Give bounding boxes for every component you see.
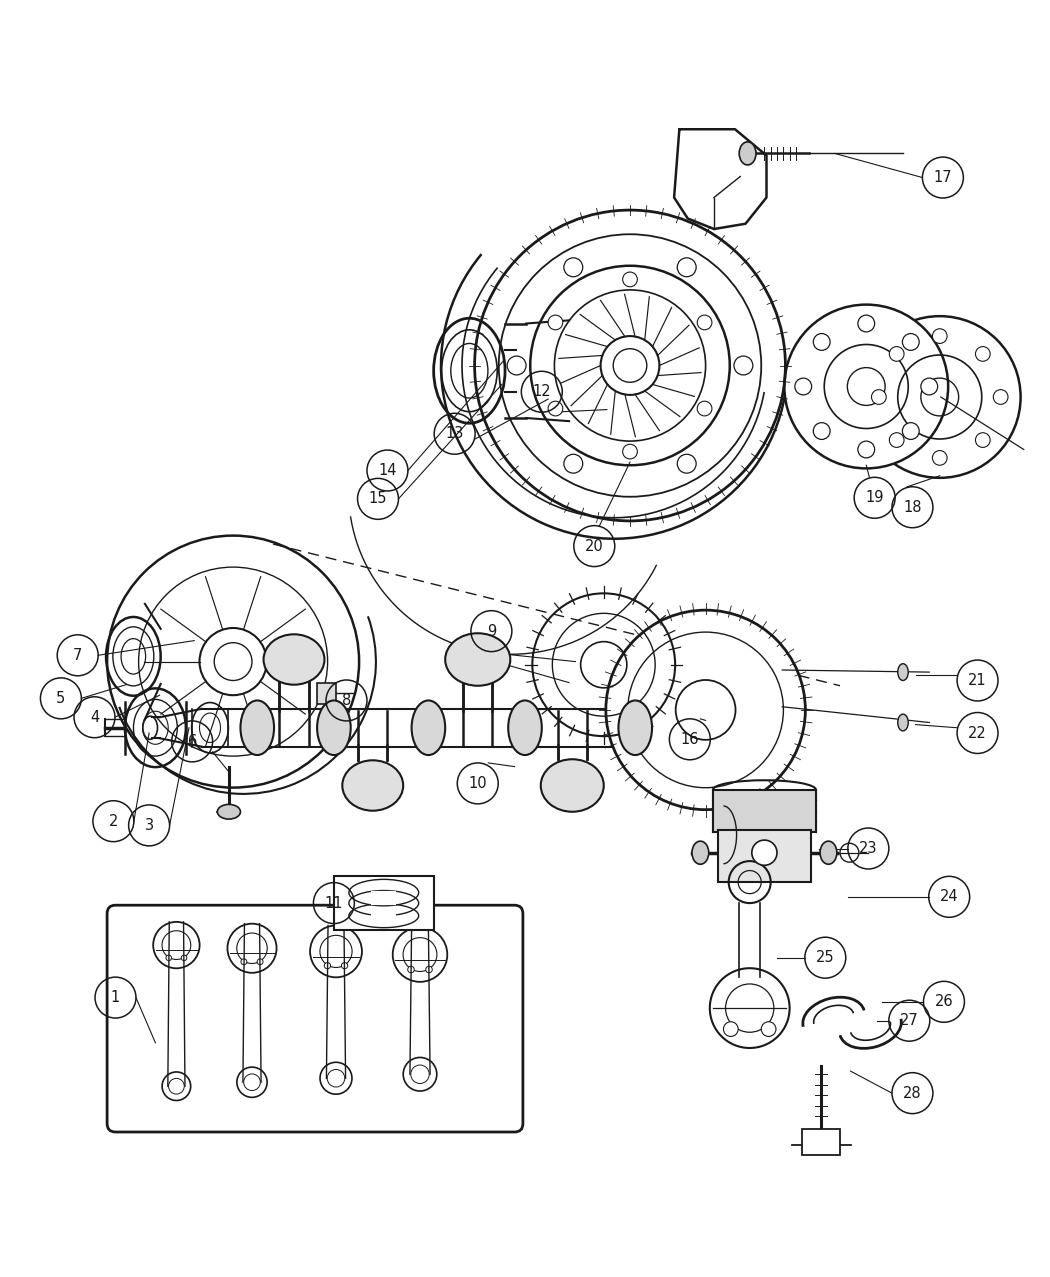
Text: 20: 20 (585, 539, 604, 554)
Circle shape (795, 378, 812, 395)
Text: 8: 8 (342, 693, 351, 707)
Text: 12: 12 (532, 384, 551, 400)
Ellipse shape (820, 842, 837, 865)
Text: 13: 13 (445, 427, 464, 442)
Text: 4: 4 (90, 710, 99, 725)
Ellipse shape (898, 714, 908, 730)
Circle shape (921, 378, 938, 395)
Circle shape (858, 441, 875, 458)
Ellipse shape (445, 633, 510, 686)
Circle shape (859, 317, 1021, 478)
Circle shape (761, 1022, 776, 1037)
Circle shape (677, 455, 696, 474)
Circle shape (548, 401, 563, 416)
Circle shape (257, 959, 264, 964)
Text: 2: 2 (109, 813, 118, 829)
Circle shape (548, 315, 563, 329)
Text: 14: 14 (378, 464, 397, 478)
Bar (802, 1129, 840, 1156)
Circle shape (341, 963, 348, 969)
Text: 5: 5 (57, 691, 65, 706)
Circle shape (324, 963, 331, 969)
Ellipse shape (264, 635, 324, 684)
Ellipse shape (692, 842, 709, 865)
Circle shape (166, 955, 171, 960)
Text: 1: 1 (111, 990, 120, 1005)
Text: 21: 21 (968, 673, 987, 688)
Ellipse shape (898, 664, 908, 681)
Ellipse shape (217, 805, 240, 819)
Circle shape (889, 346, 904, 361)
Text: 10: 10 (468, 776, 487, 790)
Circle shape (734, 356, 753, 375)
Ellipse shape (412, 701, 445, 755)
Ellipse shape (618, 701, 652, 755)
Text: 15: 15 (369, 492, 387, 507)
Ellipse shape (342, 760, 403, 811)
Circle shape (697, 401, 712, 416)
Circle shape (858, 315, 875, 332)
Circle shape (723, 1022, 738, 1037)
Text: 27: 27 (900, 1013, 919, 1028)
Circle shape (932, 328, 947, 344)
Circle shape (182, 955, 187, 960)
Text: 7: 7 (74, 647, 82, 663)
Text: 3: 3 (145, 817, 153, 833)
Circle shape (784, 305, 948, 469)
Circle shape (889, 433, 904, 447)
Text: 22: 22 (968, 725, 987, 741)
Text: 11: 11 (324, 895, 343, 911)
Circle shape (606, 610, 805, 810)
Circle shape (814, 423, 831, 439)
Text: 9: 9 (487, 623, 496, 638)
Circle shape (814, 333, 831, 350)
Circle shape (623, 444, 637, 458)
Text: 24: 24 (940, 889, 959, 904)
Circle shape (564, 455, 583, 474)
Circle shape (932, 451, 947, 465)
Ellipse shape (240, 701, 274, 755)
Ellipse shape (541, 760, 604, 812)
Text: 23: 23 (859, 842, 878, 856)
Ellipse shape (317, 701, 351, 755)
Circle shape (902, 333, 919, 350)
Circle shape (975, 346, 990, 361)
Circle shape (623, 272, 637, 287)
Text: 19: 19 (865, 490, 884, 506)
Circle shape (425, 967, 433, 973)
Circle shape (507, 356, 526, 375)
Circle shape (975, 433, 990, 447)
Circle shape (677, 258, 696, 277)
Circle shape (752, 840, 777, 866)
Bar (334, 876, 434, 931)
Circle shape (993, 389, 1008, 405)
Circle shape (697, 315, 712, 329)
FancyBboxPatch shape (107, 905, 523, 1131)
Text: 25: 25 (816, 950, 835, 965)
Circle shape (240, 959, 247, 964)
Text: 16: 16 (680, 732, 699, 747)
Circle shape (872, 389, 886, 405)
Circle shape (407, 967, 415, 973)
Circle shape (902, 423, 919, 439)
Bar (718, 830, 811, 882)
Ellipse shape (508, 701, 542, 755)
Bar (713, 789, 816, 831)
Text: 18: 18 (903, 499, 922, 515)
Text: 17: 17 (933, 170, 952, 185)
Bar (317, 683, 336, 704)
Circle shape (564, 258, 583, 277)
Text: 6: 6 (188, 734, 196, 748)
Ellipse shape (739, 142, 756, 165)
Text: 28: 28 (903, 1085, 922, 1101)
Text: 26: 26 (934, 995, 953, 1009)
